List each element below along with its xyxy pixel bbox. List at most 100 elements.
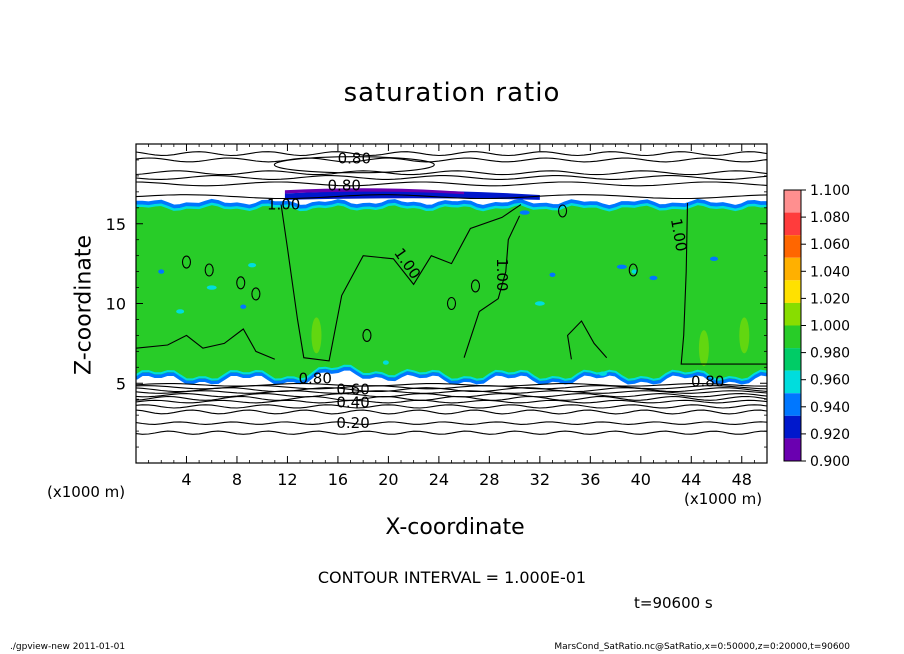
colorbar: 1.100 1.080 1.060 1.040 1.020 1.000 0.980 0.960…	[783, 183, 850, 470]
top-fringe-inner	[136, 202, 767, 212]
x-tick-label: 40	[631, 470, 651, 489]
x-tick-label: 36	[580, 470, 600, 489]
contour-label: 1.00	[493, 258, 511, 291]
field-patch	[616, 264, 627, 270]
x-tick-label: 44	[681, 470, 701, 489]
x-tick-label: 12	[277, 470, 297, 489]
top-purple-band	[284, 188, 465, 195]
time-label: t=90600 s	[634, 594, 713, 612]
light-streak	[698, 330, 709, 367]
contour-line	[136, 383, 767, 387]
light-streak	[311, 317, 322, 354]
contour-label: 1.00	[267, 196, 300, 214]
contour-loop	[236, 276, 246, 290]
colorbar-label: 0.900	[810, 454, 850, 470]
contour-loop	[251, 287, 261, 301]
field-patch	[709, 256, 718, 262]
colorbar-label: 0.980	[810, 346, 850, 362]
colorbar-swatch	[784, 235, 801, 258]
colorbar-label: 1.100	[810, 183, 850, 199]
colorbar-label: 0.960	[810, 373, 850, 389]
x-tick-label: 24	[429, 470, 449, 489]
colorbar-swatch	[784, 212, 801, 236]
footer-right: MarsCond_SatRatio.nc@SatRatio,x=0:50000,…	[554, 642, 850, 652]
colorbar-label: 0.920	[810, 427, 850, 443]
colorbar-swatch	[784, 438, 801, 461]
contour-line	[136, 409, 767, 415]
contour-interval-text: CONTOUR INTERVAL = 1.000E-01	[317, 568, 587, 587]
colorbar-label: 1.040	[810, 264, 850, 280]
contour-label: 0.20	[336, 414, 369, 432]
contour-line	[136, 404, 767, 409]
contour-line	[136, 385, 767, 390]
contour-lines	[136, 151, 767, 435]
field-patch	[176, 309, 185, 314]
x-unit-label-left: (x1000 m)	[47, 483, 126, 501]
x-tick-label: 8	[232, 470, 242, 489]
contour-loop	[181, 255, 192, 269]
contour-loop	[470, 279, 481, 293]
field-patch	[248, 263, 257, 268]
x-tick-label: 20	[378, 470, 398, 489]
contour-label: 1.00	[667, 217, 691, 253]
bottom-fringe-inner	[136, 364, 767, 381]
contour-line	[136, 387, 767, 393]
colorbar-label: 1.020	[810, 291, 850, 307]
x-tick-label: 32	[530, 470, 550, 489]
colorbar-swatch	[784, 325, 801, 349]
contour-label: 0.80	[299, 369, 332, 387]
y-axis: 5 10 15	[106, 159, 767, 448]
colorbar-label: 1.080	[810, 210, 850, 226]
contour-loop	[558, 204, 568, 218]
y-axis-label: Z-coordinate	[71, 235, 97, 375]
field-patch	[382, 360, 389, 365]
contour-labels: 0.800.801.001.00 1.001.000.800.600.400.20…	[267, 149, 724, 432]
y-tick-label: 10	[106, 295, 126, 314]
colorbar-swatch	[784, 348, 801, 371]
chart-title: saturation ratio	[343, 78, 561, 108]
contour-line	[136, 430, 767, 435]
contour-label: 0.40	[336, 393, 369, 411]
contour-loop	[628, 263, 638, 277]
field-patch	[549, 272, 556, 277]
field-patch	[649, 275, 658, 281]
field-patch	[631, 269, 638, 274]
field-patch	[534, 301, 545, 306]
field-patch	[158, 269, 165, 274]
contour-line	[136, 390, 767, 394]
contour-line	[136, 175, 767, 180]
x-axis: 4 8 12 16 20 24 28 32 36 40 44 48	[148, 144, 755, 489]
colorbar-swatch	[784, 302, 801, 326]
contour-line	[136, 157, 767, 163]
contour-loop	[362, 328, 372, 342]
field-patch	[598, 371, 607, 376]
contour-line	[136, 399, 767, 404]
contour-label: 0.60	[336, 381, 369, 399]
colorbar-label: 1.000	[810, 319, 850, 335]
x-tick-label: 28	[479, 470, 499, 489]
contour-loop	[273, 156, 435, 174]
field-patch	[240, 304, 247, 309]
colorbar-swatch	[784, 257, 801, 281]
contour-line-1.00	[136, 328, 276, 360]
light-streak	[739, 317, 750, 354]
contour-line	[136, 170, 767, 176]
footer-left: ./gpview-new 2011-01-01	[10, 642, 126, 652]
colorbar-swatch	[784, 370, 801, 394]
colorbar-label: 1.060	[810, 237, 850, 253]
contour-line-1.00	[567, 320, 608, 360]
contour-line-1.00	[463, 215, 521, 358]
colorbar-label: 0.940	[810, 400, 850, 416]
contour-label: 0.80	[328, 176, 361, 194]
contour-line	[136, 194, 767, 200]
contour-line	[136, 421, 767, 425]
y-tick-label: 15	[106, 215, 126, 234]
colorbar-swatch	[784, 280, 801, 303]
contour-line-1.00	[280, 204, 522, 362]
contour-line	[136, 395, 767, 401]
x-unit-label-right: (x1000 m)	[684, 490, 763, 508]
field-patch	[519, 210, 530, 215]
y-tick-label: 5	[116, 374, 126, 393]
contour-label: 0.80	[338, 149, 371, 167]
contour-line	[136, 181, 767, 187]
